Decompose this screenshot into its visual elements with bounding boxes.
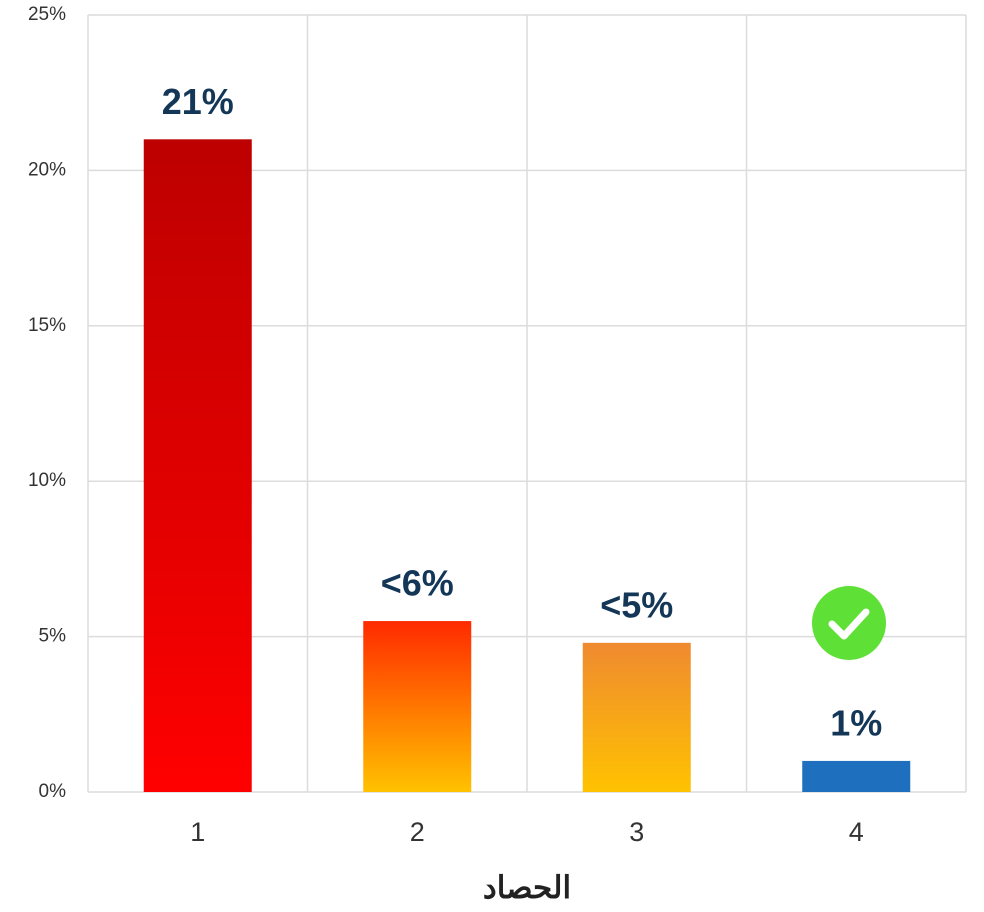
x-tick-label: 1 — [190, 817, 205, 847]
y-tick-label: 0% — [39, 781, 67, 802]
y-tick-label: 25% — [28, 4, 66, 25]
x-axis-label: الحصاد — [483, 870, 571, 905]
data-label: <5% — [600, 584, 673, 625]
check-icon — [812, 586, 886, 660]
check-mark — [828, 608, 870, 640]
bar — [143, 139, 252, 792]
x-tick-label: 4 — [849, 817, 864, 847]
y-tick-label: 15% — [28, 315, 66, 336]
data-label: 21% — [162, 81, 234, 122]
bar — [582, 642, 691, 792]
data-label: 1% — [830, 702, 882, 743]
bar — [363, 621, 472, 792]
data-label: <6% — [381, 563, 454, 604]
y-tick-label: 20% — [28, 159, 66, 180]
x-tick-label: 2 — [410, 817, 425, 847]
bar — [802, 760, 911, 792]
y-tick-label: 10% — [28, 470, 66, 491]
y-tick-label: 5% — [39, 626, 67, 647]
x-tick-label: 3 — [629, 817, 644, 847]
